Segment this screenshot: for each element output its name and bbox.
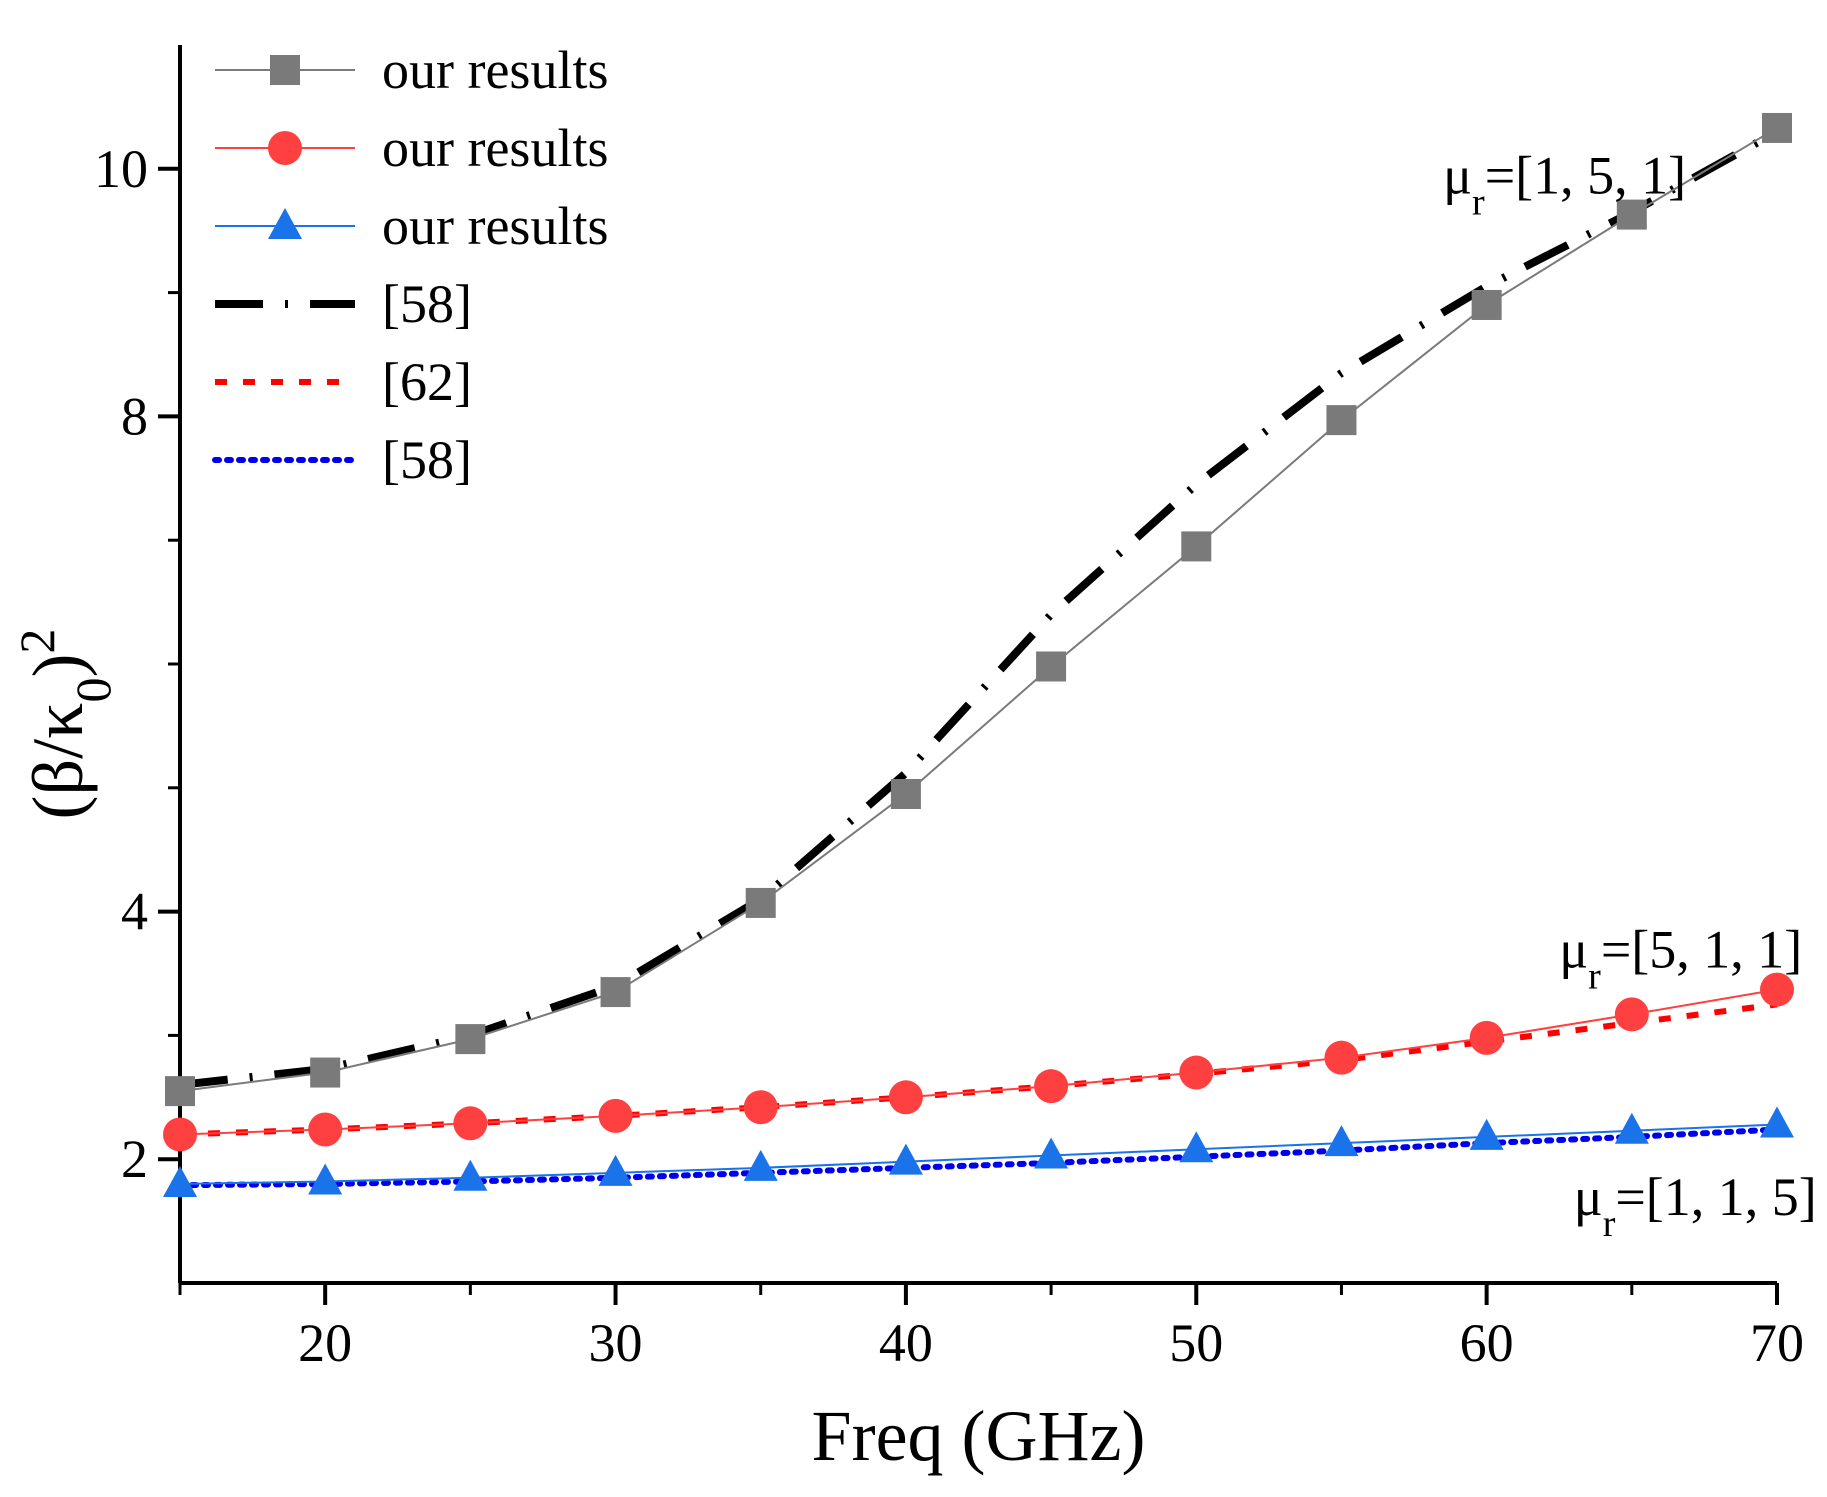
data-marker-triangle — [1614, 1112, 1649, 1144]
data-marker-triangle — [308, 1163, 343, 1195]
data-marker-circle — [453, 1106, 488, 1141]
data-marker-triangle — [743, 1149, 778, 1181]
data-marker-triangle — [598, 1154, 633, 1186]
data-marker-square — [1616, 199, 1647, 230]
y-axis-title-main: (β/κ — [18, 703, 98, 820]
data-marker-circle — [1469, 1020, 1504, 1055]
legend-item: [58] — [212, 430, 472, 490]
annotation-value: =[5, 1, 1] — [1601, 919, 1802, 979]
y-axis-title-close: ) — [18, 654, 98, 678]
series-4 — [179, 1001, 1778, 1138]
data-marker-square — [1036, 651, 1067, 682]
data-marker-triangle — [163, 1165, 197, 1197]
legend-item: our results — [215, 118, 608, 178]
x-tick-label: 50 — [1169, 1313, 1223, 1373]
data-marker-circle — [308, 1112, 343, 1147]
legend-label: our results — [382, 196, 608, 256]
legend-label: our results — [382, 40, 608, 100]
series-line-4 — [179, 1001, 1778, 1138]
data-marker-circle — [888, 1080, 923, 1115]
x-tick-label: 40 — [879, 1313, 933, 1373]
data-marker-circle — [1760, 972, 1794, 1007]
data-marker-circle — [598, 1098, 633, 1133]
x-tick-label: 60 — [1460, 1313, 1514, 1373]
annotation-value: =[1, 5, 1] — [1485, 146, 1686, 206]
series-1 — [163, 972, 1794, 1152]
mu-annotation: μr=[1, 5, 1] — [1443, 146, 1686, 224]
data-marker-square — [1762, 112, 1792, 143]
data-marker-triangle — [453, 1159, 488, 1191]
legend: our results our results our results [58] [62… — [212, 40, 608, 490]
data-marker-circle — [1179, 1055, 1214, 1090]
data-marker-circle — [268, 131, 302, 165]
data-marker-triangle — [1469, 1118, 1504, 1150]
data-marker-triangle — [268, 208, 302, 239]
data-marker-square — [600, 977, 631, 1008]
annotation-sub: r — [1588, 955, 1601, 997]
legend-item: our results — [215, 196, 608, 256]
y-axis-title-sup: 2 — [9, 629, 65, 654]
data-marker-circle — [1034, 1069, 1069, 1104]
mu-annotation: μr=[5, 1, 1] — [1559, 919, 1802, 997]
annotation-mu: μ — [1559, 919, 1588, 979]
annotation-layer: μr=[1, 5, 1]μr=[5, 1, 1]μr=[1, 1, 5] — [1443, 146, 1817, 1245]
series-layer — [163, 112, 1794, 1197]
data-marker-triangle — [888, 1143, 923, 1175]
y-tick-label: 2 — [121, 1129, 148, 1189]
y-axis-title: (β/κ0)2 — [9, 629, 121, 820]
legend-label: our results — [382, 118, 608, 178]
data-marker-square — [455, 1024, 486, 1055]
data-marker-square — [165, 1076, 195, 1107]
data-marker-triangle — [1760, 1106, 1794, 1138]
annotation-sub: r — [1472, 182, 1485, 224]
legend-label: [58] — [382, 274, 472, 334]
axes: 20 30 40 50 60 70 2 4 8 10 — [94, 45, 1804, 1373]
x-tick-label: 30 — [589, 1313, 643, 1373]
data-marker-square — [310, 1057, 341, 1088]
y-axis-title-sub: 0 — [65, 678, 121, 703]
data-marker-triangle — [1034, 1137, 1069, 1169]
x-axis-title: Freq (GHz) — [812, 1396, 1146, 1476]
data-marker-square — [1471, 289, 1502, 320]
y-tick-label: 8 — [121, 386, 148, 446]
data-marker-square — [1181, 531, 1212, 562]
series-line-0 — [179, 127, 1778, 1093]
series-line-1 — [179, 988, 1778, 1136]
legend-label: [62] — [382, 352, 472, 412]
data-marker-circle — [1614, 997, 1649, 1032]
data-marker-triangle — [1324, 1125, 1359, 1157]
series-2 — [163, 1106, 1794, 1197]
data-marker-circle — [743, 1090, 778, 1125]
legend-label: [58] — [382, 430, 472, 490]
annotation-mu: μ — [1443, 146, 1472, 206]
y-tick-label: 10 — [94, 139, 148, 199]
data-marker-triangle — [1179, 1131, 1214, 1163]
data-marker-square — [1326, 405, 1357, 436]
series-5 — [177, 1126, 1780, 1189]
annotation-sub: r — [1603, 1203, 1616, 1245]
x-tick-label: 70 — [1750, 1313, 1804, 1373]
mu-annotation: μr=[1, 1, 5] — [1574, 1167, 1817, 1245]
x-tick-label: 20 — [298, 1313, 352, 1373]
series-line-5 — [177, 1126, 1780, 1189]
data-marker-square — [890, 778, 921, 809]
series-0 — [165, 112, 1792, 1107]
y-tick-label: 4 — [121, 882, 148, 942]
legend-item: our results — [215, 40, 608, 100]
data-marker-square — [745, 887, 776, 918]
data-marker-square — [270, 55, 300, 85]
legend-item: [62] — [215, 352, 472, 412]
series-line-2 — [179, 1123, 1778, 1185]
legend-item: [58] — [215, 274, 472, 334]
annotation-mu: μ — [1574, 1167, 1603, 1227]
annotation-value: =[1, 1, 5] — [1615, 1167, 1816, 1227]
data-marker-circle — [1324, 1040, 1359, 1075]
data-marker-circle — [163, 1117, 197, 1152]
